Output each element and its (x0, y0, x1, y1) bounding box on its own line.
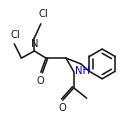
Text: O: O (36, 76, 44, 86)
Text: N: N (31, 39, 39, 49)
Text: Cl: Cl (39, 9, 49, 18)
Text: NH: NH (75, 66, 90, 76)
Text: O: O (58, 103, 66, 113)
Text: Cl: Cl (11, 30, 21, 40)
